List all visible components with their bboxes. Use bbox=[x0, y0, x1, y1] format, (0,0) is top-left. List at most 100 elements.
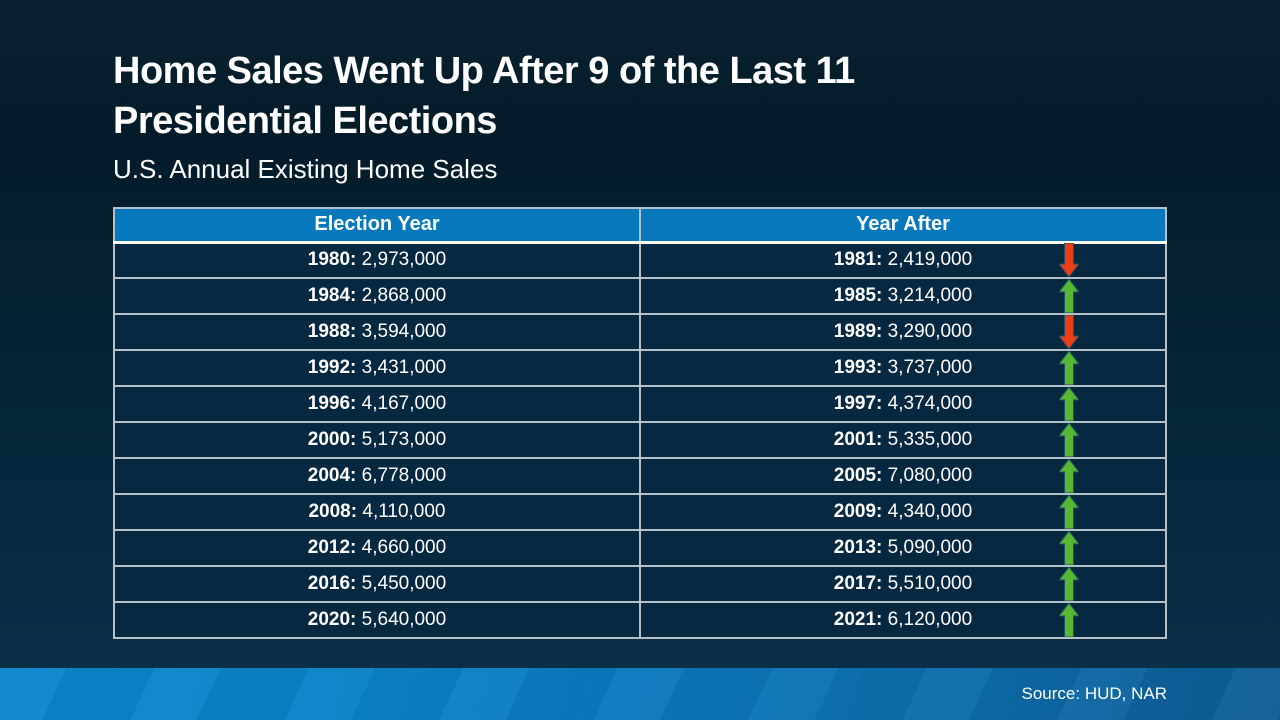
election-year-label: 1988: bbox=[307, 321, 357, 342]
year-after-sales-value: 6,120,000 bbox=[882, 609, 973, 630]
election-year-cell: 2004: 6,778,000 bbox=[113, 457, 641, 495]
election-sales-value: 4,110,000 bbox=[357, 501, 446, 522]
down-arrow-icon bbox=[1059, 315, 1079, 349]
election-sales-value: 2,973,000 bbox=[356, 249, 447, 271]
election-year-cell: 2012: 4,660,000 bbox=[113, 529, 641, 567]
year-after-label: 1985: bbox=[833, 285, 883, 306]
year-after-cell: 1981: 2,419,000 bbox=[639, 241, 1167, 279]
election-year-cell: 2016: 5,450,000 bbox=[113, 565, 641, 603]
up-arrow-icon bbox=[1059, 567, 1079, 601]
year-after-cell: 2001: 5,335,000 bbox=[639, 421, 1167, 459]
year-after-label: 2017: bbox=[833, 573, 883, 594]
up-arrow-icon bbox=[1059, 459, 1079, 493]
election-year-cell: 2020: 5,640,000 bbox=[113, 601, 641, 639]
year-after-sales-value: 3,214,000 bbox=[882, 285, 973, 306]
table-row: 2008: 4,110,000 2009: 4,340,000 bbox=[113, 493, 1167, 531]
election-year-cell: 1988: 3,594,000 bbox=[113, 313, 641, 351]
year-after-cell: 1997: 4,374,000 bbox=[639, 385, 1167, 423]
year-after-sales-value: 4,374,000 bbox=[882, 393, 973, 414]
table-row: 2000: 5,173,000 2001: 5,335,000 bbox=[113, 421, 1167, 459]
year-after-cell: 2017: 5,510,000 bbox=[639, 565, 1167, 603]
table-header: Election Year Year After bbox=[113, 207, 1167, 244]
year-after-sales-value: 3,737,000 bbox=[882, 357, 973, 378]
year-after-sales-value: 7,080,000 bbox=[882, 465, 973, 486]
election-year-cell: 2008: 4,110,000 bbox=[113, 493, 641, 531]
election-year-cell: 1980: 2,973,000 bbox=[113, 241, 641, 279]
table-header-row: Election Year Year After bbox=[113, 207, 1167, 244]
year-after-label: 1993: bbox=[833, 357, 883, 378]
year-after-label: 1989: bbox=[833, 321, 883, 342]
election-year-label: 1984: bbox=[307, 285, 357, 306]
year-after-sales-value: 4,340,000 bbox=[882, 501, 973, 522]
table-row: 2004: 6,778,000 2005: 7,080,000 bbox=[113, 457, 1167, 495]
year-after-label: 2001: bbox=[833, 429, 883, 450]
year-after-label: 1981: bbox=[833, 249, 883, 271]
election-year-label: 2016: bbox=[307, 573, 357, 594]
year-after-label: 2005: bbox=[833, 465, 883, 486]
year-after-label: 2013: bbox=[833, 537, 883, 558]
year-after-label: 2021: bbox=[833, 609, 883, 630]
home-sales-table-wrap: Election Year Year After 1980: 2,973,000… bbox=[113, 207, 1167, 639]
down-arrow-icon bbox=[1059, 243, 1079, 278]
election-year-label: 2004: bbox=[307, 465, 357, 486]
year-after-sales-value: 5,090,000 bbox=[882, 537, 973, 558]
up-arrow-icon bbox=[1059, 351, 1079, 385]
election-sales-value: 3,594,000 bbox=[356, 321, 447, 342]
election-year-cell: 1992: 3,431,000 bbox=[113, 349, 641, 387]
year-after-cell: 1985: 3,214,000 bbox=[639, 277, 1167, 315]
election-year-label: 1980: bbox=[307, 249, 357, 271]
election-year-label: 2020: bbox=[307, 609, 357, 630]
up-arrow-icon bbox=[1059, 531, 1079, 565]
year-after-sales-value: 5,335,000 bbox=[882, 429, 973, 450]
up-arrow-icon bbox=[1059, 423, 1079, 457]
column-header-year-after: Year After bbox=[639, 207, 1167, 244]
election-sales-value: 6,778,000 bbox=[356, 465, 447, 486]
home-sales-table: Election Year Year After 1980: 2,973,000… bbox=[113, 207, 1167, 639]
election-sales-value: 5,173,000 bbox=[356, 429, 447, 450]
table-row: 2016: 5,450,000 2017: 5,510,000 bbox=[113, 565, 1167, 603]
year-after-cell: 1989: 3,290,000 bbox=[639, 313, 1167, 351]
election-sales-value: 2,868,000 bbox=[356, 285, 447, 306]
election-year-label: 1992: bbox=[307, 357, 357, 378]
election-sales-value: 3,431,000 bbox=[356, 357, 447, 378]
election-year-label: 2008: bbox=[308, 501, 358, 522]
source-text: Source: HUD, NAR bbox=[1021, 684, 1167, 703]
table-row: 1984: 2,868,000 1985: 3,214,000 bbox=[113, 277, 1167, 315]
election-year-cell: 2000: 5,173,000 bbox=[113, 421, 641, 459]
up-arrow-icon bbox=[1059, 279, 1079, 313]
up-arrow-icon bbox=[1059, 387, 1079, 421]
table-body: 1980: 2,973,000 1981: 2,419,000 1984: 2,86… bbox=[113, 241, 1167, 639]
election-year-label: 2012: bbox=[307, 537, 357, 558]
footer-stripes bbox=[0, 668, 1280, 720]
table-row: 1992: 3,431,000 1993: 3,737,000 bbox=[113, 349, 1167, 387]
table-row: 1980: 2,973,000 1981: 2,419,000 bbox=[113, 241, 1167, 279]
year-after-cell: 2005: 7,080,000 bbox=[639, 457, 1167, 495]
year-after-label: 1997: bbox=[833, 393, 883, 414]
year-after-sales-value: 3,290,000 bbox=[882, 321, 973, 342]
page-title: Home Sales Went Up After 9 of the Last 1… bbox=[113, 50, 855, 142]
page-subtitle: U.S. Annual Existing Home Sales bbox=[113, 154, 498, 184]
election-sales-value: 4,660,000 bbox=[356, 537, 447, 558]
election-year-label: 1996: bbox=[307, 393, 357, 414]
footer-bar: Source: HUD, NAR bbox=[0, 668, 1280, 720]
up-arrow-icon bbox=[1059, 603, 1079, 637]
year-after-cell: 2009: 4,340,000 bbox=[639, 493, 1167, 531]
year-after-sales-value: 2,419,000 bbox=[882, 249, 973, 271]
election-year-cell: 1984: 2,868,000 bbox=[113, 277, 641, 315]
table-row: 2012: 4,660,000 2013: 5,090,000 bbox=[113, 529, 1167, 567]
election-sales-value: 4,167,000 bbox=[356, 393, 447, 414]
election-year-cell: 1996: 4,167,000 bbox=[113, 385, 641, 423]
up-arrow-icon bbox=[1059, 495, 1079, 529]
election-year-label: 2000: bbox=[307, 429, 357, 450]
year-after-label: 2009: bbox=[833, 501, 883, 522]
table-row: 2020: 5,640,000 2021: 6,120,000 bbox=[113, 601, 1167, 639]
column-header-election-year: Election Year bbox=[113, 207, 641, 244]
table-row: 1988: 3,594,000 1989: 3,290,000 bbox=[113, 313, 1167, 351]
year-after-cell: 2013: 5,090,000 bbox=[639, 529, 1167, 567]
election-sales-value: 5,640,000 bbox=[356, 609, 447, 630]
year-after-cell: 2021: 6,120,000 bbox=[639, 601, 1167, 639]
year-after-cell: 1993: 3,737,000 bbox=[639, 349, 1167, 387]
election-sales-value: 5,450,000 bbox=[356, 573, 447, 594]
year-after-sales-value: 5,510,000 bbox=[882, 573, 973, 594]
